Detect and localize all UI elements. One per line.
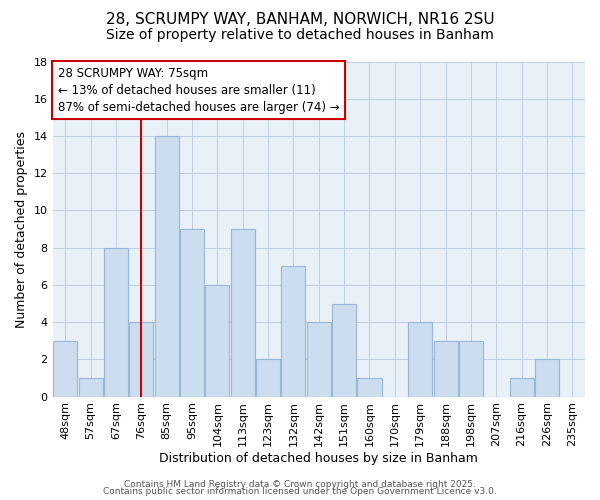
X-axis label: Distribution of detached houses by size in Banham: Distribution of detached houses by size …: [160, 452, 478, 465]
Bar: [205, 285, 229, 397]
Bar: [256, 360, 280, 397]
Bar: [459, 340, 483, 396]
Bar: [358, 378, 382, 396]
Bar: [230, 229, 255, 396]
Bar: [307, 322, 331, 396]
Bar: [79, 378, 103, 396]
Bar: [155, 136, 179, 396]
Y-axis label: Number of detached properties: Number of detached properties: [15, 130, 28, 328]
Bar: [180, 229, 204, 396]
Text: Size of property relative to detached houses in Banham: Size of property relative to detached ho…: [106, 28, 494, 42]
Bar: [53, 340, 77, 396]
Bar: [332, 304, 356, 396]
Bar: [434, 340, 458, 396]
Bar: [408, 322, 432, 396]
Bar: [129, 322, 154, 396]
Bar: [509, 378, 533, 396]
Text: Contains HM Land Registry data © Crown copyright and database right 2025.: Contains HM Land Registry data © Crown c…: [124, 480, 476, 489]
Bar: [281, 266, 305, 396]
Text: Contains public sector information licensed under the Open Government Licence v3: Contains public sector information licen…: [103, 488, 497, 496]
Text: 28, SCRUMPY WAY, BANHAM, NORWICH, NR16 2SU: 28, SCRUMPY WAY, BANHAM, NORWICH, NR16 2…: [106, 12, 494, 28]
Bar: [535, 360, 559, 397]
Bar: [104, 248, 128, 396]
Text: 28 SCRUMPY WAY: 75sqm
← 13% of detached houses are smaller (11)
87% of semi-deta: 28 SCRUMPY WAY: 75sqm ← 13% of detached …: [58, 66, 340, 114]
